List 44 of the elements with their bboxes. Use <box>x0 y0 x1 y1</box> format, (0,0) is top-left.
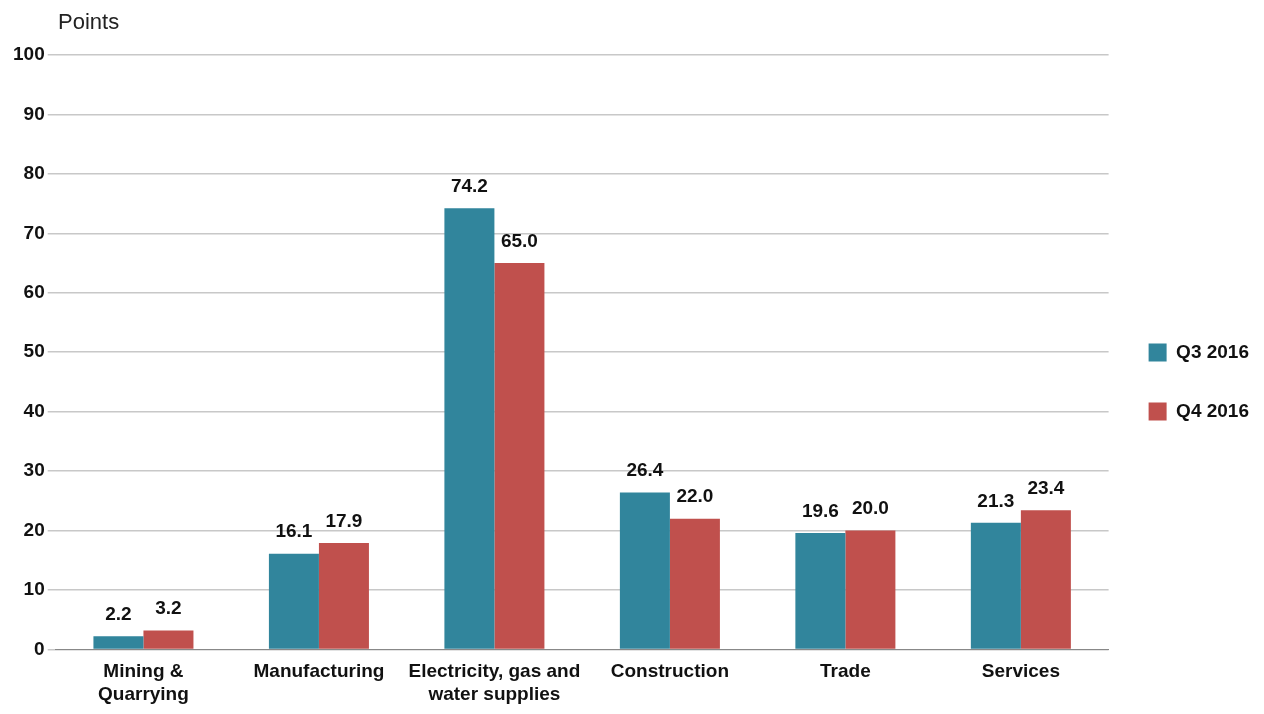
y-tick-label: 10 <box>23 578 45 600</box>
data-label: 19.6 <box>801 499 839 521</box>
x-tick-label: Electricity, gas and water supplies <box>408 660 581 704</box>
bar <box>1020 510 1071 649</box>
bar <box>93 636 144 649</box>
y-tick-label: 90 <box>23 102 45 124</box>
bar <box>268 553 319 649</box>
y-tick-label: 70 <box>23 221 45 243</box>
y-tick-label: 30 <box>23 459 45 481</box>
bar <box>444 208 495 649</box>
data-label: 22.0 <box>676 485 714 507</box>
bar <box>669 518 720 649</box>
data-label: 65.0 <box>500 229 538 251</box>
y-tick-label: 0 <box>34 637 45 659</box>
x-tick-label: Manufacturing <box>253 660 385 682</box>
x-tick-label: Services <box>981 660 1060 682</box>
x-tick-label: Construction <box>610 660 730 682</box>
x-tick-label: Trade <box>820 660 871 682</box>
data-label: 17.9 <box>325 509 363 531</box>
x-tick-label: Mining & Quarrying <box>98 660 189 704</box>
legend-label: Q4 2016 <box>1176 399 1250 421</box>
data-label: 2.2 <box>105 603 132 625</box>
y-tick-label: 20 <box>23 518 45 540</box>
bar <box>143 630 194 649</box>
y-tick-label: 40 <box>23 399 45 421</box>
data-label: 3.2 <box>155 597 182 619</box>
data-label: 21.3 <box>977 489 1015 511</box>
bar <box>970 522 1021 649</box>
bar <box>619 492 670 649</box>
y-tick-label: 80 <box>23 162 45 184</box>
y-tick-label: 60 <box>23 280 45 302</box>
y-axis-title: Points <box>58 9 120 35</box>
bar <box>845 530 896 649</box>
data-label: 74.2 <box>450 175 488 197</box>
data-label: 23.4 <box>1027 477 1065 499</box>
data-label: 26.4 <box>626 459 664 481</box>
bar <box>318 543 369 649</box>
y-tick-label: 50 <box>23 340 45 362</box>
legend-label: Q3 2016 <box>1176 340 1250 362</box>
bar <box>494 263 545 649</box>
y-tick-label: 100 <box>13 43 45 65</box>
data-label: 16.1 <box>275 520 313 542</box>
data-label: 20.0 <box>851 497 889 519</box>
bar <box>795 532 846 649</box>
